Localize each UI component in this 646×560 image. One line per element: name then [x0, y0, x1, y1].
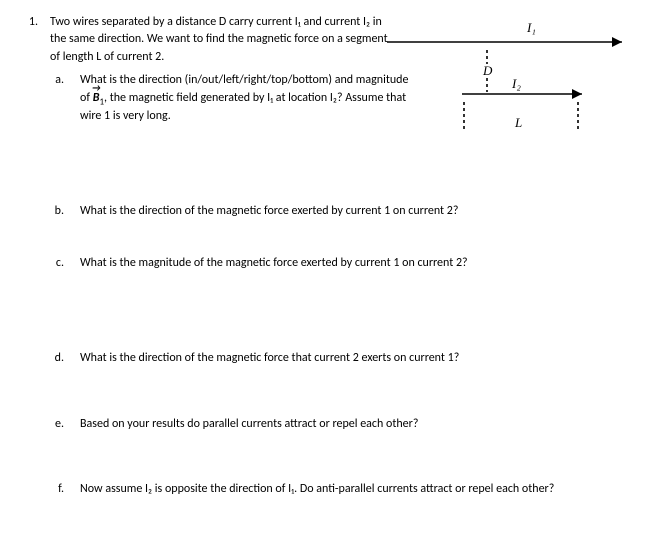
question-number: 1.: [20, 14, 38, 498]
wires-diagram: I₁ D I₂ L: [382, 12, 632, 162]
part-b-text: What is the direction of the magnetic fo…: [80, 203, 626, 220]
part-c-letter: c.: [50, 255, 64, 272]
label-i2: I₂: [511, 76, 521, 91]
label-d: D: [482, 63, 493, 78]
part-d-text: What is the direction of the magnetic fo…: [80, 350, 626, 367]
part-f-text: Now assume I₂ is opposite the direction …: [80, 481, 626, 498]
part-c-text: What is the magnitude of the magnetic fo…: [80, 255, 626, 272]
question-intro: Two wires separated by a distance D carr…: [50, 14, 390, 66]
label-l: L: [514, 115, 522, 130]
part-a-letter: a.: [50, 72, 64, 125]
part-e-text: Based on your results do parallel curren…: [80, 416, 626, 433]
part-a-text: What is the direction (in/out/left/right…: [80, 72, 410, 125]
part-e-letter: e.: [50, 416, 64, 433]
label-i1: I₁: [526, 20, 536, 35]
part-f-letter: f.: [50, 481, 64, 498]
part-d-letter: d.: [50, 350, 64, 367]
part-b-letter: b.: [50, 203, 64, 220]
